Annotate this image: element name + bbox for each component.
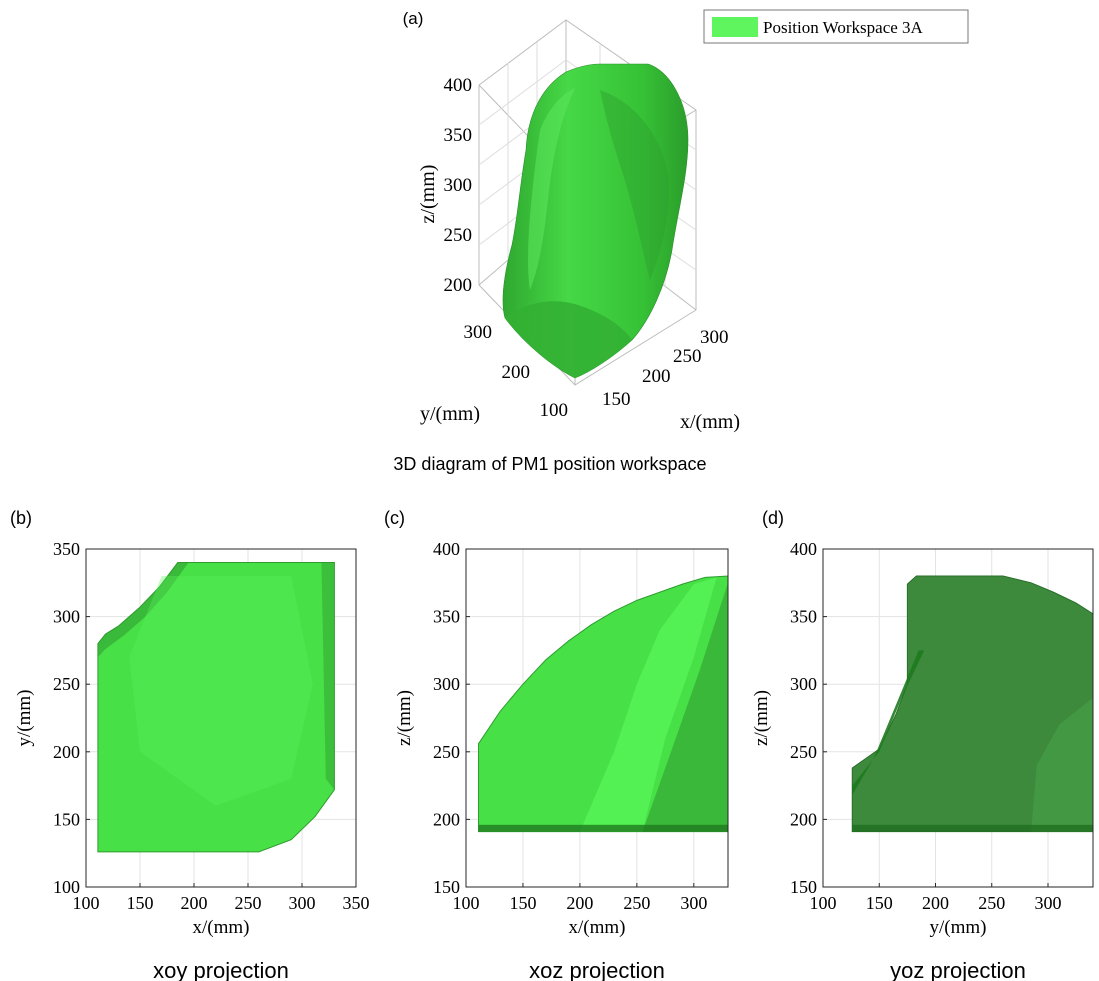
y-axis-label: y/(mm) <box>14 690 35 747</box>
panel-a-title: 3D diagram of PM1 position workspace <box>393 454 706 474</box>
z-tick-label: 300 <box>444 175 473 196</box>
y-tick-label: 400 <box>790 539 817 559</box>
x-tick-label: 250 <box>623 893 650 913</box>
shade-dark <box>642 582 728 832</box>
x-tick-label: 150 <box>127 893 154 913</box>
x-tick-label: 300 <box>680 893 707 913</box>
shade-light <box>129 576 313 806</box>
axes-frame <box>85 548 357 888</box>
y-tick-label: 250 <box>790 742 817 762</box>
y-tick-label: 300 <box>53 607 80 627</box>
x-axis-label: x/(mm) <box>193 917 250 938</box>
y-tick-label: 350 <box>53 539 80 559</box>
axes-frame <box>822 548 1094 888</box>
shade-band <box>97 562 189 658</box>
x-tick-label: 200 <box>642 366 671 387</box>
panel-title: xoy projection <box>153 958 289 981</box>
y-tick-label: 200 <box>53 742 80 762</box>
y-tick-label: 150 <box>790 877 817 897</box>
y-tick-label: 300 <box>433 674 460 694</box>
panel-a-y-ticks: 100 200 300 <box>464 322 569 421</box>
panel-a-z-ticks: 200 250 300 350 400 <box>444 75 473 296</box>
shade-light <box>579 577 717 832</box>
y-tick-label: 400 <box>433 539 460 559</box>
x-tick-label: 200 <box>566 893 593 913</box>
z-tick-label: 200 <box>444 275 473 296</box>
x-tick-label: 200 <box>181 893 208 913</box>
y-tick-label: 250 <box>433 742 460 762</box>
y-tick-label: 100 <box>540 400 569 421</box>
panel-label: (b) <box>10 508 32 528</box>
shade-base <box>852 824 1093 832</box>
x-tick-label: 150 <box>866 893 893 913</box>
panel-a-legend: Position Workspace 3A <box>703 9 969 44</box>
x-tick-label: 100 <box>810 893 837 913</box>
panel-d: (d)100 150 200 250 300150200250300350400y/(m… <box>751 508 1094 981</box>
z-tick-label: 250 <box>444 225 473 246</box>
y-tick-label: 300 <box>464 322 493 343</box>
y-tick-label: 350 <box>790 607 817 627</box>
x-tick-label: 250 <box>978 893 1005 913</box>
y-tick-label: 200 <box>790 809 817 829</box>
y-tick-label: 200 <box>502 362 531 383</box>
panel-a-x-label: x/(mm) <box>680 411 740 433</box>
y-axis-label: z/(mm) <box>394 690 415 746</box>
legend-label: Position Workspace 3A <box>763 18 924 37</box>
y-tick-label: 250 <box>53 674 80 694</box>
x-axis-label: y/(mm) <box>930 917 987 938</box>
shade-light <box>1031 697 1093 832</box>
y-tick-label: 150 <box>433 877 460 897</box>
y-tick-label: 300 <box>790 674 817 694</box>
panel-b: (b) 100 150 200 250 300 350 100 150 200 250 300 350 x… <box>10 508 370 981</box>
x-tick-label: 250 <box>235 893 262 913</box>
panel-title: xoz projection <box>529 958 665 981</box>
panel-c: (c)100 150 200 250 300150200250300350400x/(m… <box>384 508 729 981</box>
panel-a: (a) <box>393 9 969 474</box>
panel-label: (c) <box>384 508 405 528</box>
legend-swatch <box>712 17 758 37</box>
x-tick-label: 250 <box>673 346 702 367</box>
shade-edge <box>321 562 335 790</box>
axes-frame <box>465 548 729 888</box>
x-tick-label: 350 <box>343 893 370 913</box>
y-tick-label: 350 <box>433 607 460 627</box>
x-tick-label: 300 <box>700 327 729 348</box>
panel-a-z-label: z/(mm) <box>417 165 439 224</box>
x-tick-label: 100 <box>453 893 480 913</box>
x-tick-label: 100 <box>73 893 100 913</box>
y-tick-label: 200 <box>433 809 460 829</box>
x-axis-label: x/(mm) <box>569 917 626 938</box>
panel-label: (d) <box>762 508 784 528</box>
x-tick-label: 150 <box>509 893 536 913</box>
shade-streak <box>852 650 925 796</box>
x-tick-label: 300 <box>289 893 316 913</box>
panel-title: yoz projection <box>890 958 1026 981</box>
y-tick-label: 100 <box>53 877 80 897</box>
y-axis-label: z/(mm) <box>751 690 772 746</box>
panel-a-y-label: y/(mm) <box>420 403 480 425</box>
x-tick-label: 200 <box>922 893 949 913</box>
panel-a-label: (a) <box>403 9 424 28</box>
z-tick-label: 350 <box>444 125 473 146</box>
y-tick-label: 150 <box>53 809 80 829</box>
z-tick-label: 400 <box>444 75 473 96</box>
panel-a-workspace-surface <box>502 63 689 379</box>
x-tick-label: 150 <box>602 389 631 410</box>
x-tick-label: 300 <box>1035 893 1062 913</box>
shade-base <box>478 824 728 832</box>
